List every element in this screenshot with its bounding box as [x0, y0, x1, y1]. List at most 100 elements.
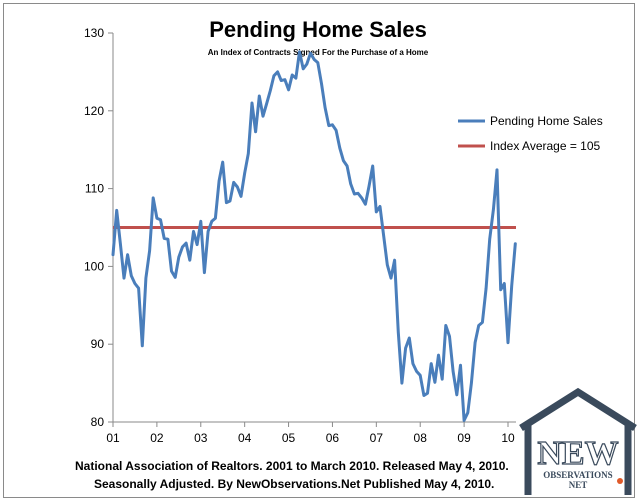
- data-point: [320, 82, 323, 85]
- data-point: [426, 392, 429, 395]
- data-point: [280, 79, 283, 82]
- chart-frame: [3, 3, 635, 498]
- data-point: [452, 370, 454, 373]
- data-point: [174, 276, 176, 279]
- data-point: [364, 203, 367, 205]
- data-point: [466, 411, 469, 414]
- data-point: [240, 195, 242, 198]
- data-point: [141, 344, 144, 347]
- data-point: [236, 186, 239, 188]
- data-point: [349, 183, 352, 185]
- logo-accent-dot-icon: [617, 478, 623, 484]
- legend-label-pending-home-sales: Pending Home Sales: [490, 114, 603, 128]
- data-point: [434, 381, 436, 384]
- data-point: [218, 180, 220, 182]
- logo-net: NET: [569, 480, 588, 490]
- data-point: [342, 159, 345, 162]
- data-point: [199, 220, 202, 223]
- x-tick-label: 04: [238, 431, 252, 445]
- data-point: [357, 192, 359, 195]
- data-point: [243, 172, 246, 174]
- data-point: [441, 378, 443, 381]
- data-point: [477, 324, 480, 327]
- data-point: [192, 230, 195, 233]
- data-point: [327, 124, 330, 127]
- logo-house-roof-icon: [519, 387, 637, 431]
- data-point: [189, 259, 191, 261]
- data-point: [251, 102, 253, 104]
- data-point: [499, 288, 502, 291]
- data-point: [276, 71, 279, 73]
- data-point: [126, 253, 129, 256]
- data-point: [470, 382, 473, 384]
- data-point: [386, 264, 389, 266]
- data-point: [455, 393, 458, 396]
- x-tick-label: 06: [326, 431, 340, 445]
- data-point: [152, 197, 155, 199]
- data-point: [481, 321, 484, 324]
- data-point: [485, 287, 487, 289]
- y-tick-label: 110: [85, 182, 104, 196]
- data-point: [353, 193, 356, 195]
- x-tick-label: 10: [501, 431, 515, 445]
- data-point: [284, 78, 286, 81]
- x-tick-label: 01: [106, 431, 120, 445]
- data-point: [331, 124, 334, 126]
- data-point: [368, 185, 370, 188]
- data-point: [313, 58, 315, 61]
- data-point: [474, 341, 476, 344]
- pending-home-sales-line: [111, 50, 517, 422]
- data-point: [397, 331, 400, 334]
- data-point: [167, 238, 169, 240]
- data-point: [306, 63, 308, 65]
- data-point: [437, 354, 440, 356]
- data-point: [145, 277, 147, 279]
- data-point: [309, 52, 312, 55]
- data-point: [247, 152, 250, 155]
- data-point: [123, 277, 125, 279]
- data-point: [254, 131, 257, 133]
- data-point: [423, 394, 425, 397]
- data-point: [112, 253, 114, 256]
- data-point: [382, 234, 385, 237]
- data-point: [203, 271, 206, 274]
- data-point: [225, 201, 228, 204]
- data-point: [430, 362, 432, 365]
- x-ticks: 01 02 03 04 05 06 07 08 09 10: [106, 422, 515, 445]
- data-point: [445, 324, 447, 327]
- data-point: [393, 259, 396, 261]
- data-point: [419, 374, 422, 377]
- new-observations-logo: NEW OBSERVATIONS NET: [519, 387, 637, 495]
- data-point: [492, 208, 495, 211]
- data-point: [156, 217, 158, 219]
- x-tick-label: 08: [414, 431, 428, 445]
- legend: Pending Home Sales Index Average = 105: [458, 114, 603, 153]
- data-point: [496, 169, 498, 171]
- data-point: [317, 61, 319, 64]
- data-point: [488, 238, 491, 240]
- footnote-line-2: Seasonally Adjusted. By NewObservations.…: [94, 477, 494, 491]
- data-point: [298, 50, 301, 53]
- data-point: [134, 282, 136, 285]
- data-point: [265, 102, 268, 105]
- data-point: [207, 230, 209, 233]
- data-point: [287, 88, 290, 91]
- y-tick-label: 80: [91, 415, 105, 429]
- data-point: [181, 246, 184, 248]
- data-point: [262, 115, 264, 118]
- data-point: [214, 217, 217, 219]
- x-tick-label: 07: [370, 431, 384, 445]
- data-point: [360, 197, 363, 199]
- data-point: [459, 364, 462, 367]
- data-point: [302, 67, 304, 70]
- logo-subtitle: OBSERVATIONS: [543, 470, 612, 480]
- data-point: [448, 335, 451, 338]
- data-point: [408, 337, 411, 339]
- data-point: [148, 250, 151, 252]
- data-point: [324, 106, 326, 109]
- data-point: [137, 287, 140, 289]
- y-tick-label: 130: [84, 26, 104, 40]
- x-tick-label: 03: [194, 431, 208, 445]
- chart-title: Pending Home Sales: [209, 17, 427, 42]
